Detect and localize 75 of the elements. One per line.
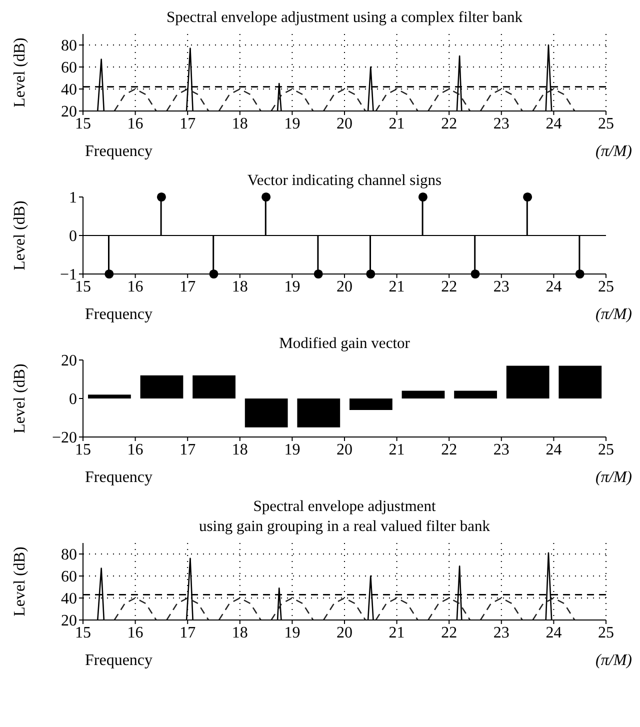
y-tick-label: 20	[61, 612, 77, 630]
y-tick-label: 0	[69, 228, 77, 246]
chart-title: Spectral envelope adjustment using a complex filter bank	[166, 8, 524, 28]
x-tick-label: 21	[388, 115, 405, 132]
y-tick-label: 60	[61, 568, 77, 586]
x-tick-label: 22	[441, 278, 458, 296]
y-tick-label: 1	[69, 190, 77, 207]
x-tick-label: 17	[180, 441, 196, 458]
x-tick-label: 23	[493, 441, 510, 458]
x-tick-label: 20	[336, 115, 352, 132]
x-tick-label: 23	[493, 115, 510, 132]
x-tick-label: 25	[598, 278, 614, 296]
text: (π/M)	[596, 306, 632, 323]
x-axis-title: Frequency	[85, 143, 153, 161]
x-tick-label: 21	[388, 278, 405, 296]
x-tick-label: 21	[388, 441, 405, 458]
x-axis-title: Frequency	[85, 306, 153, 324]
x-tick-label: 18	[232, 115, 248, 132]
x-tick-label: 17	[180, 115, 196, 132]
x-tick-label: 22	[441, 441, 458, 458]
x-tick-label: 22	[441, 624, 458, 642]
y-axis-title: Level (dB)	[12, 364, 29, 434]
x-tick-label: 24	[546, 624, 562, 642]
x-tick-label: 15	[75, 441, 91, 458]
x-tick-label: 15	[75, 624, 91, 642]
x-tick-label: 24	[546, 278, 562, 296]
x-tick-label: 21	[388, 624, 405, 642]
x-tick-label: 15	[75, 278, 91, 296]
chart-title: Spectral envelope adjustment	[252, 497, 437, 517]
y-tick-label: 80	[61, 38, 77, 55]
x-tick-label: 23	[493, 278, 510, 296]
y-axis-title: Level (dB)	[12, 546, 29, 616]
x-tick-label: 18	[232, 278, 248, 296]
x-tick-label: 17	[180, 278, 196, 296]
text: (π/M)	[596, 469, 632, 486]
x-tick-label: 16	[127, 115, 144, 132]
y-axis-title: Level (dB)	[12, 38, 29, 108]
chart-subtitle: using gain grouping in a real valued filter bank	[198, 517, 491, 537]
x-tick-label: 22	[441, 115, 458, 132]
x-tick-label: 23	[493, 624, 510, 642]
x-tick-label: 25	[598, 441, 614, 458]
x-tick-label: 24	[546, 115, 562, 132]
x-tick-label: 19	[284, 441, 300, 458]
y-tick-label: −1	[60, 266, 77, 284]
text: (π/M)	[596, 143, 632, 160]
x-tick-label: 24	[546, 441, 562, 458]
x-tick-label: 20	[336, 624, 352, 642]
x-tick-label: 16	[127, 441, 144, 458]
x-tick-label: 25	[598, 115, 614, 132]
y-tick-label: 40	[61, 82, 77, 99]
y-tick-label: 40	[61, 590, 77, 608]
y-tick-label: 20	[61, 352, 77, 370]
chart-title: Vector indicating channel signs	[246, 171, 443, 191]
x-tick-label: 19	[284, 115, 300, 132]
y-tick-label: 80	[61, 546, 77, 564]
chart-title: Modified gain vector	[278, 334, 411, 354]
y-tick-label: 20	[61, 104, 77, 121]
x-tick-label: 19	[284, 278, 300, 296]
x-axis-title: Frequency	[85, 652, 153, 670]
x-tick-label: 20	[336, 441, 352, 458]
x-tick-label: 18	[232, 441, 248, 458]
y-axis-title: Level (dB)	[12, 200, 29, 270]
x-tick-label: 16	[127, 278, 144, 296]
x-axis-title: Frequency	[85, 469, 153, 487]
y-tick-label: 60	[61, 60, 77, 77]
x-tick-label: 20	[336, 278, 352, 296]
y-tick-label: −20	[52, 430, 77, 447]
x-tick-label: 19	[284, 624, 300, 642]
x-tick-label: 15	[75, 115, 91, 132]
x-tick-label: 17	[180, 624, 196, 642]
text: (π/M)	[596, 652, 632, 669]
x-tick-label: 16	[127, 624, 144, 642]
x-tick-label: 25	[598, 624, 614, 642]
y-tick-label: 0	[69, 391, 77, 408]
x-tick-label: 18	[232, 624, 248, 642]
